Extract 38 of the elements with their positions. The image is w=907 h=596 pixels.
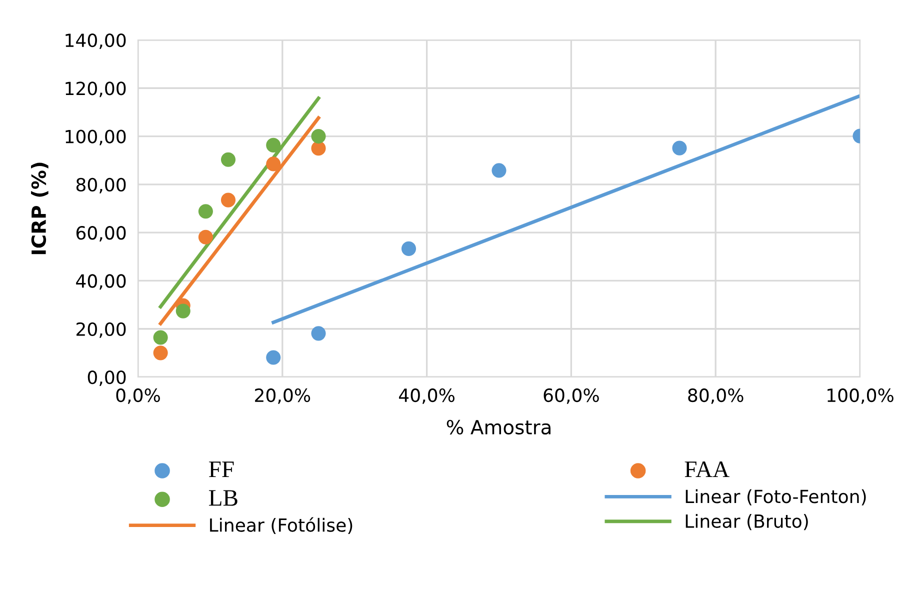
y-tick-label: 100,00 <box>66 130 126 146</box>
point <box>266 138 281 152</box>
point <box>153 330 168 345</box>
legend-label: FF <box>208 462 234 478</box>
x-tick-label: 20,0% <box>255 388 310 404</box>
point <box>153 346 168 360</box>
point <box>672 140 687 156</box>
x-tick-label: 40,0% <box>399 388 454 404</box>
x-tick-label: 60,0% <box>544 388 599 404</box>
x-tick-label: 100,0% <box>828 388 894 404</box>
legend-label: Linear (Foto-Fenton) <box>686 489 866 506</box>
legend-label: Linear (Fotólise) <box>210 517 352 534</box>
point <box>220 152 236 167</box>
point <box>198 230 213 244</box>
point <box>220 192 236 208</box>
x-axis-title: % Amostra <box>446 420 550 435</box>
y-tick-label: 120,00 <box>66 82 126 98</box>
y-tick-label: 140,00 <box>66 33 126 49</box>
y-axis-title: ICRP (%) <box>31 162 48 254</box>
point <box>198 204 213 219</box>
y-tick-label: 80,00 <box>76 178 126 194</box>
legend-label: FAA <box>684 461 730 478</box>
y-tick-label: 20,00 <box>76 322 126 338</box>
x-tick-label: 80,0% <box>688 388 744 404</box>
point <box>492 163 506 178</box>
y-tick-label: 60,00 <box>76 226 126 242</box>
point <box>311 326 326 341</box>
y-tick-label: 0,00 <box>88 370 126 386</box>
legend-label: LB <box>208 490 238 506</box>
x-tick-label: 0,0% <box>116 388 160 404</box>
point <box>311 129 326 144</box>
point <box>266 156 281 172</box>
point <box>266 350 281 365</box>
point <box>401 241 416 256</box>
point <box>311 141 326 156</box>
y-tick-label: 40,00 <box>76 274 126 290</box>
point <box>176 304 190 318</box>
legend-label: Linear (Bruto) <box>686 514 808 530</box>
